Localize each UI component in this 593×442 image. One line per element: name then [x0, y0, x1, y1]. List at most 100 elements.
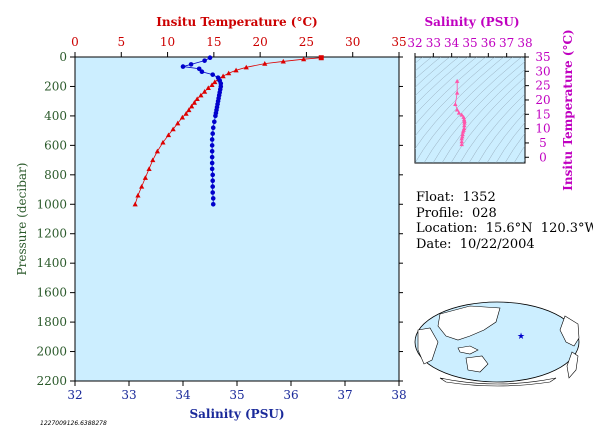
ts-salinity-axis: 32 33 34 35 36 37 38 [407, 36, 533, 57]
ts-temperature-tick-label: 10 [535, 122, 550, 136]
ts-temperature-tick-label: 30 [535, 64, 550, 78]
density-contour [415, 57, 450, 88]
pressure-tick-label: 1200 [36, 227, 67, 241]
date-value: 10/22/2004 [459, 236, 535, 252]
salinity-point [199, 69, 205, 75]
density-contour [432, 61, 525, 163]
ts-temperature-tick-label: 20 [535, 93, 550, 107]
ts-point [459, 142, 464, 147]
ts-point [460, 129, 466, 134]
salinity-point [210, 125, 216, 130]
density-contour [522, 159, 525, 163]
map-land-africa [417, 327, 439, 365]
float-info: Float: 1352 Profile: 028 Location: 15.6°… [416, 190, 593, 252]
density-contour [415, 57, 432, 72]
temperature-tick-label: 15 [206, 35, 221, 49]
temperature-point [175, 120, 181, 126]
salinity-tick-label: 32 [67, 388, 82, 402]
density-contour [450, 76, 525, 163]
float-row: Float: 1352 [416, 190, 593, 206]
ts-salinity-label: Salinity (PSU) [424, 15, 519, 29]
temperature-point [262, 61, 268, 66]
pressure-tick-label: 400 [44, 109, 67, 123]
salinity-point [209, 148, 215, 154]
density-contour [513, 145, 525, 163]
salinity-point [210, 178, 215, 184]
salinity-point [188, 62, 194, 67]
ts-point [462, 120, 467, 125]
salinity-series [180, 55, 224, 207]
ts-point [454, 90, 460, 95]
pressure-axis-label: Pressure (decibar) [15, 163, 29, 276]
salinity-point [196, 66, 202, 72]
temperature-point [318, 55, 324, 61]
salinity-point [209, 160, 215, 166]
map-land-north-america [559, 315, 580, 347]
ts-point [460, 132, 465, 137]
ts-salinity-tick-label: 33 [426, 36, 441, 50]
ts-salinity-tick-label: 38 [517, 36, 532, 50]
ts-point [454, 107, 460, 112]
temperature-tick-label: 10 [160, 35, 175, 49]
temperature-axis: 0 5 10 15 20 25 30 35 [71, 35, 407, 57]
float-label: Float: [416, 190, 455, 205]
temperature-tick-label: 0 [71, 35, 79, 49]
ts-salinity-tick-label: 32 [407, 36, 422, 50]
salinity-point [213, 113, 218, 119]
temperature-point [202, 89, 208, 94]
temperature-series [132, 55, 324, 207]
temperature-point [280, 58, 286, 64]
temperature-point [209, 82, 215, 88]
temperature-tick-label: 20 [253, 35, 268, 49]
ts-temperature-tick-label: 25 [535, 79, 550, 93]
pressure-tick-label: 1600 [36, 286, 67, 300]
density-contour [415, 57, 486, 126]
salinity-tick-label: 34 [175, 388, 191, 402]
profile-label: Profile: [416, 205, 464, 221]
float-value: 1352 [462, 190, 496, 205]
ts-temperature-tick-label: 5 [539, 136, 547, 150]
salinity-tick-label: 33 [121, 388, 136, 402]
density-contour [415, 57, 495, 137]
temperature-point [301, 56, 307, 62]
salinity-axis: 32 33 34 35 36 37 38 [67, 381, 407, 402]
ts-point [461, 114, 466, 119]
temperature-point [212, 79, 218, 85]
world-map: ★ [414, 301, 580, 387]
temperature-point [186, 107, 192, 113]
temperature-point [154, 148, 160, 154]
salinity-point [210, 72, 215, 77]
ts-salinity-tick-label: 35 [462, 36, 477, 50]
profile-plot-area [74, 56, 400, 382]
temperature-point [205, 85, 211, 91]
density-contour [415, 57, 459, 97]
ts-temperature-tick-label: 15 [535, 107, 550, 121]
salinity-point [209, 143, 215, 148]
figure-id: 1227009126.6388278 [40, 420, 107, 427]
map-land-antarctica [439, 377, 557, 387]
map-land-australia [465, 355, 489, 373]
temperature-point [189, 103, 195, 109]
date-label: Date: [416, 236, 452, 252]
temperature-point [132, 201, 138, 207]
temperature-axis-label: Insitu Temperature (°C) [156, 15, 317, 29]
salinity-point [210, 201, 216, 207]
temperature-tick-label: 5 [117, 35, 125, 49]
density-contour [441, 68, 525, 163]
pressure-tick-label: 0 [59, 50, 67, 64]
pressure-tick-label: 1800 [36, 315, 67, 329]
ts-salinity-tick-label: 34 [444, 36, 460, 50]
temperature-point [194, 96, 200, 102]
density-contour [415, 57, 477, 115]
pressure-tick-label: 200 [44, 79, 67, 93]
location-value: 15.6°N 120.3°W [485, 221, 593, 236]
temperature-point [179, 114, 185, 120]
salinity-point [210, 196, 216, 201]
ts-point [460, 134, 465, 139]
ts-plot-area [414, 56, 526, 164]
temperature-tick-label: 25 [299, 35, 314, 49]
temperature-point [191, 100, 198, 105]
